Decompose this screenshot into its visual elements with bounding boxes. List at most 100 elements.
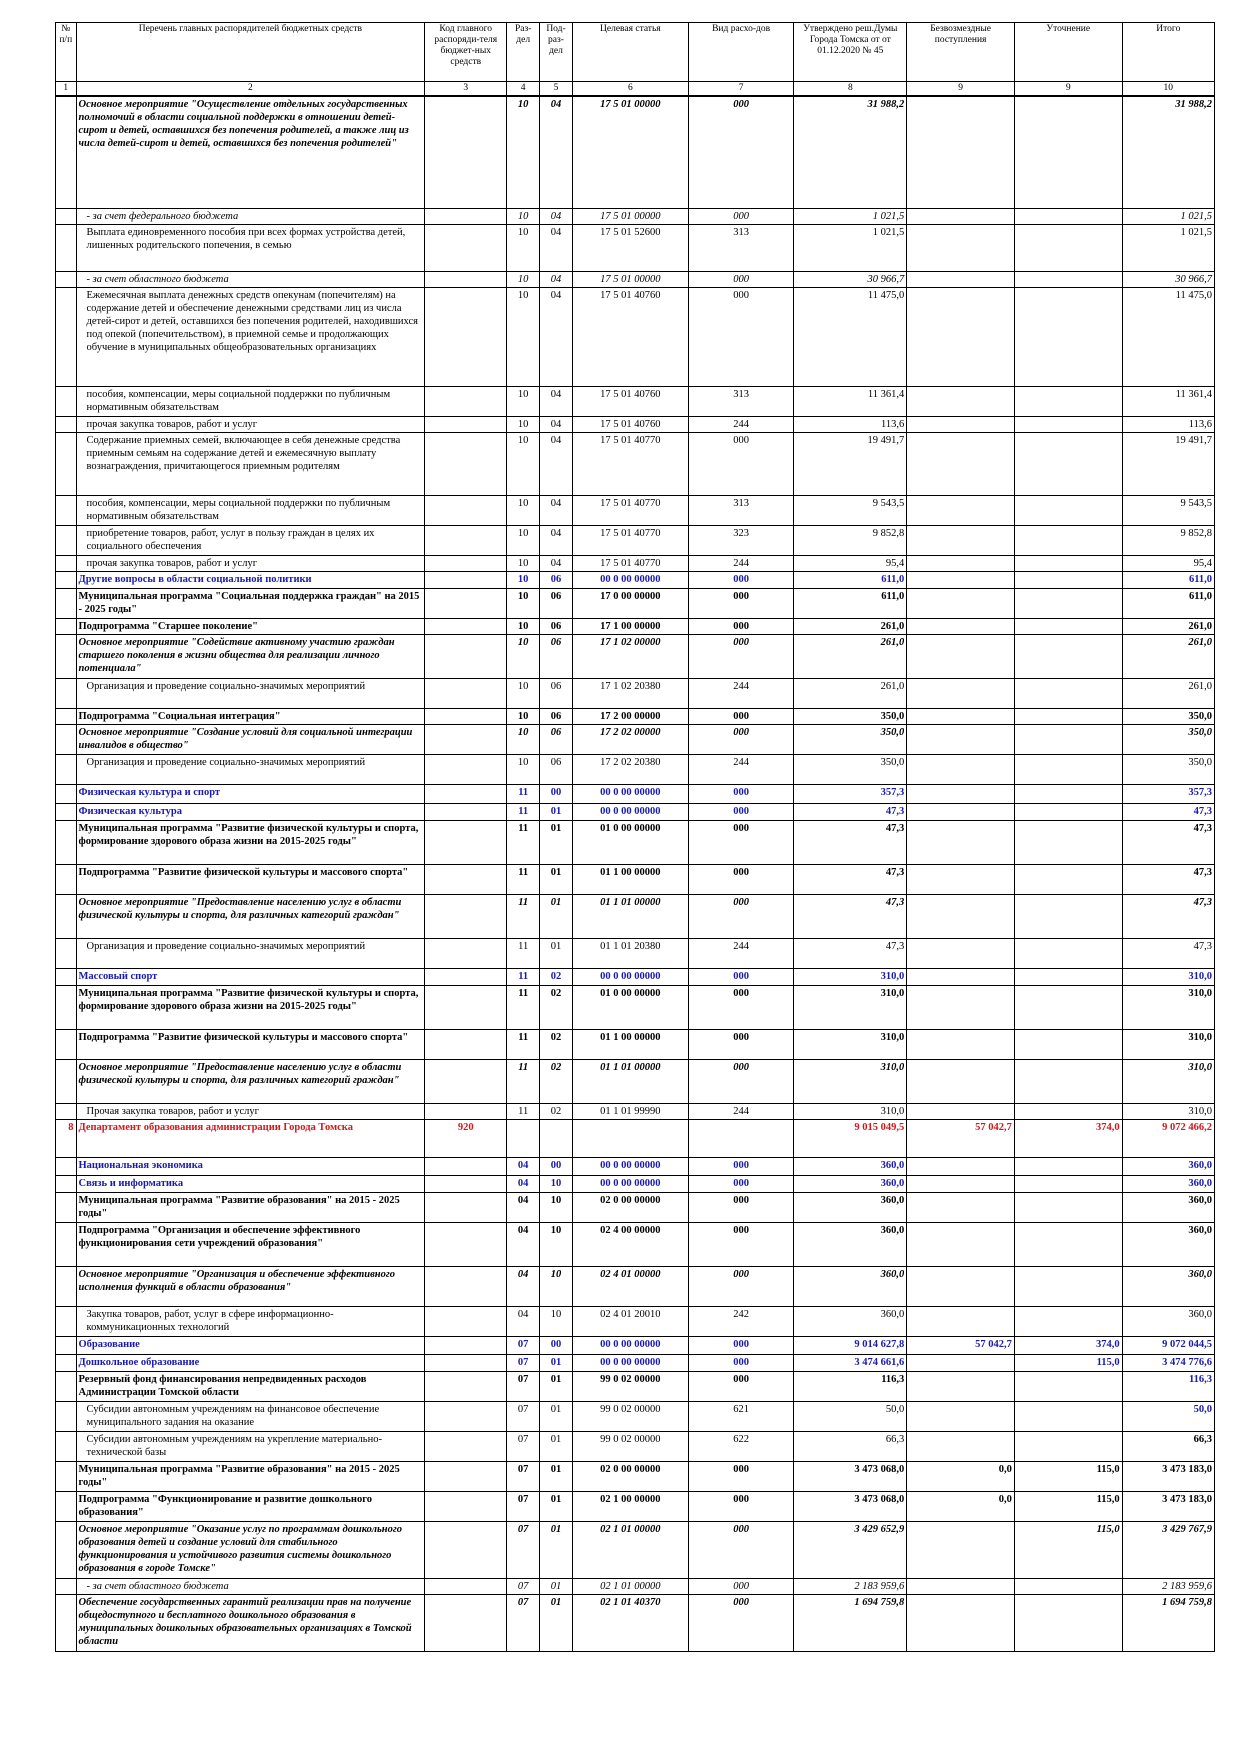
row-number-cell [55,1353,77,1372]
row-code-cell [424,554,508,572]
row-free-receipts-cell [906,286,1015,387]
row-approved-cell: 360,0 [793,1265,908,1307]
row-total-cell: 611,0 [1121,570,1216,589]
row-total-cell: 261,0 [1121,677,1216,709]
row-expense-type-cell: 244 [687,415,795,433]
col-header-target-article: Целевая статья [571,22,689,82]
row-name-cell: приобретение товаров, работ, услуг в пол… [75,524,426,556]
row-target-article-cell: 00 0 00 00000 [571,967,689,986]
row-number-cell [55,707,77,725]
row-name-cell: прочая закупка товаров, работ и услуг [75,415,426,433]
table-header: № п/п Перечень главных распорядителей бю… [55,22,1216,97]
row-clarification-cell [1013,207,1123,225]
row-free-receipts-cell [906,524,1015,556]
table-row: - за счет федерального бюджета 10 04 17 5 0… [55,207,1216,225]
row-number-cell [55,1221,77,1267]
row-razdel-cell: 07 [506,1460,541,1492]
table-row: Основное мероприятие "Создание условий д… [55,723,1216,755]
row-code-cell [424,95,508,209]
row-expense-type-cell: 621 [687,1400,795,1432]
col-header-clarification: Уточнение [1013,22,1123,82]
row-code-cell [424,802,508,821]
row-number-cell [55,753,77,785]
row-razdel-cell: 11 [506,1102,541,1120]
row-total-cell: 47,3 [1121,863,1216,895]
row-expense-type-cell: 000 [687,1058,795,1104]
row-free-receipts-cell: 57 042,7 [906,1335,1015,1355]
row-free-receipts-cell [906,1577,1015,1595]
row-free-receipts-cell [906,207,1015,225]
row-total-cell: 350,0 [1121,723,1216,755]
row-total-cell: 310,0 [1121,1102,1216,1120]
row-total-cell: 47,3 [1121,893,1216,939]
table-row: Массовый спорт 11 02 00 0 00 00000 000 310,0 3… [55,967,1216,986]
row-razdel-cell: 11 [506,893,541,939]
row-total-cell: 9 852,8 [1121,524,1216,556]
row-approved-cell: 261,0 [793,617,908,635]
row-approved-cell: 611,0 [793,587,908,619]
col-number: 10 [1121,81,1216,97]
row-total-cell: 360,0 [1121,1305,1216,1337]
row-clarification-cell: 115,0 [1013,1490,1123,1522]
row-number-cell [55,494,77,526]
row-free-receipts-cell [906,863,1015,895]
row-name-cell: Ежемесячная выплата денежных средств опе… [75,286,426,387]
row-name-cell: Основное мероприятие "Создание условий д… [75,723,426,755]
row-approved-cell: 3 474 661,6 [793,1353,908,1372]
col-header-code: Код главного распоряди-теля бюджет-ных с… [424,22,508,82]
row-target-article-cell: 99 0 02 00000 [571,1430,689,1462]
row-clarification-cell [1013,1028,1123,1060]
row-razdel-cell: 10 [506,570,541,589]
table-row: Субсидии автономным учреждениям на укреп… [55,1430,1216,1462]
row-number-cell [55,1460,77,1492]
row-approved-cell: 611,0 [793,570,908,589]
row-name-cell: пособия, компенсации, меры социальной по… [75,494,426,526]
row-clarification-cell [1013,1370,1123,1402]
row-expense-type-cell: 000 [687,1265,795,1307]
row-target-article-cell: 01 1 01 00000 [571,1058,689,1104]
row-expense-type-cell: 244 [687,937,795,969]
row-clarification-cell [1013,570,1123,589]
row-podrazdel-cell: 10 [539,1191,573,1223]
row-name-cell: Муниципальная программа "Развитие образо… [75,1460,426,1492]
row-podrazdel-cell: 02 [539,984,573,1030]
table-row: Ежемесячная выплата денежных средств опе… [55,286,1216,387]
row-code-cell [424,984,508,1030]
row-expense-type-cell: 000 [687,1028,795,1060]
row-name-cell: Закупка товаров, работ, услуг в сфере ин… [75,1305,426,1337]
row-razdel-cell: 07 [506,1353,541,1372]
row-total-cell: 116,3 [1121,1370,1216,1402]
row-code-cell [424,1490,508,1522]
row-total-cell: 1 694 759,8 [1121,1593,1216,1652]
table-row: Образование 07 00 00 0 00 00000 000 9 014 627… [55,1335,1216,1355]
row-total-cell: 310,0 [1121,1028,1216,1060]
col-number: 8 [793,81,908,97]
row-name-cell: Выплата единовременного пособия при всех… [75,223,426,272]
row-approved-cell: 1 694 759,8 [793,1593,908,1652]
column-number-row: 1 2 3 4 5 6 7 8 9 9 10 [55,81,1216,97]
row-podrazdel-cell: 04 [539,415,573,433]
row-code-cell [424,753,508,785]
row-free-receipts-cell [906,984,1015,1030]
table-row: пособия, компенсации, меры социальной по… [55,385,1216,417]
row-target-article-cell: 17 5 01 00000 [571,95,689,209]
row-number-cell [55,1305,77,1337]
row-target-article-cell: 17 1 02 20380 [571,677,689,709]
row-approved-cell: 261,0 [793,633,908,679]
row-number-cell [55,1490,77,1522]
row-name-cell: Муниципальная программа "Развитие физиче… [75,819,426,865]
row-code-cell [424,587,508,619]
row-code-cell [424,223,508,272]
row-approved-cell: 310,0 [793,1028,908,1060]
table-row: Содержание приемных семей, включающее в … [55,431,1216,496]
row-name-cell: Подпрограмма "Старшее поколение" [75,617,426,635]
row-target-article-cell: 17 2 00 00000 [571,707,689,725]
row-approved-cell: 2 183 959,6 [793,1577,908,1595]
table-row: Резервный фонд финансирования непредвиде… [55,1370,1216,1402]
row-expense-type-cell: 000 [687,570,795,589]
row-approved-cell: 9 852,8 [793,524,908,556]
row-total-cell: 47,3 [1121,802,1216,821]
row-target-article-cell: 00 0 00 00000 [571,1174,689,1193]
row-approved-cell: 350,0 [793,723,908,755]
table-row: Организация и проведение социально-значи… [55,753,1216,785]
